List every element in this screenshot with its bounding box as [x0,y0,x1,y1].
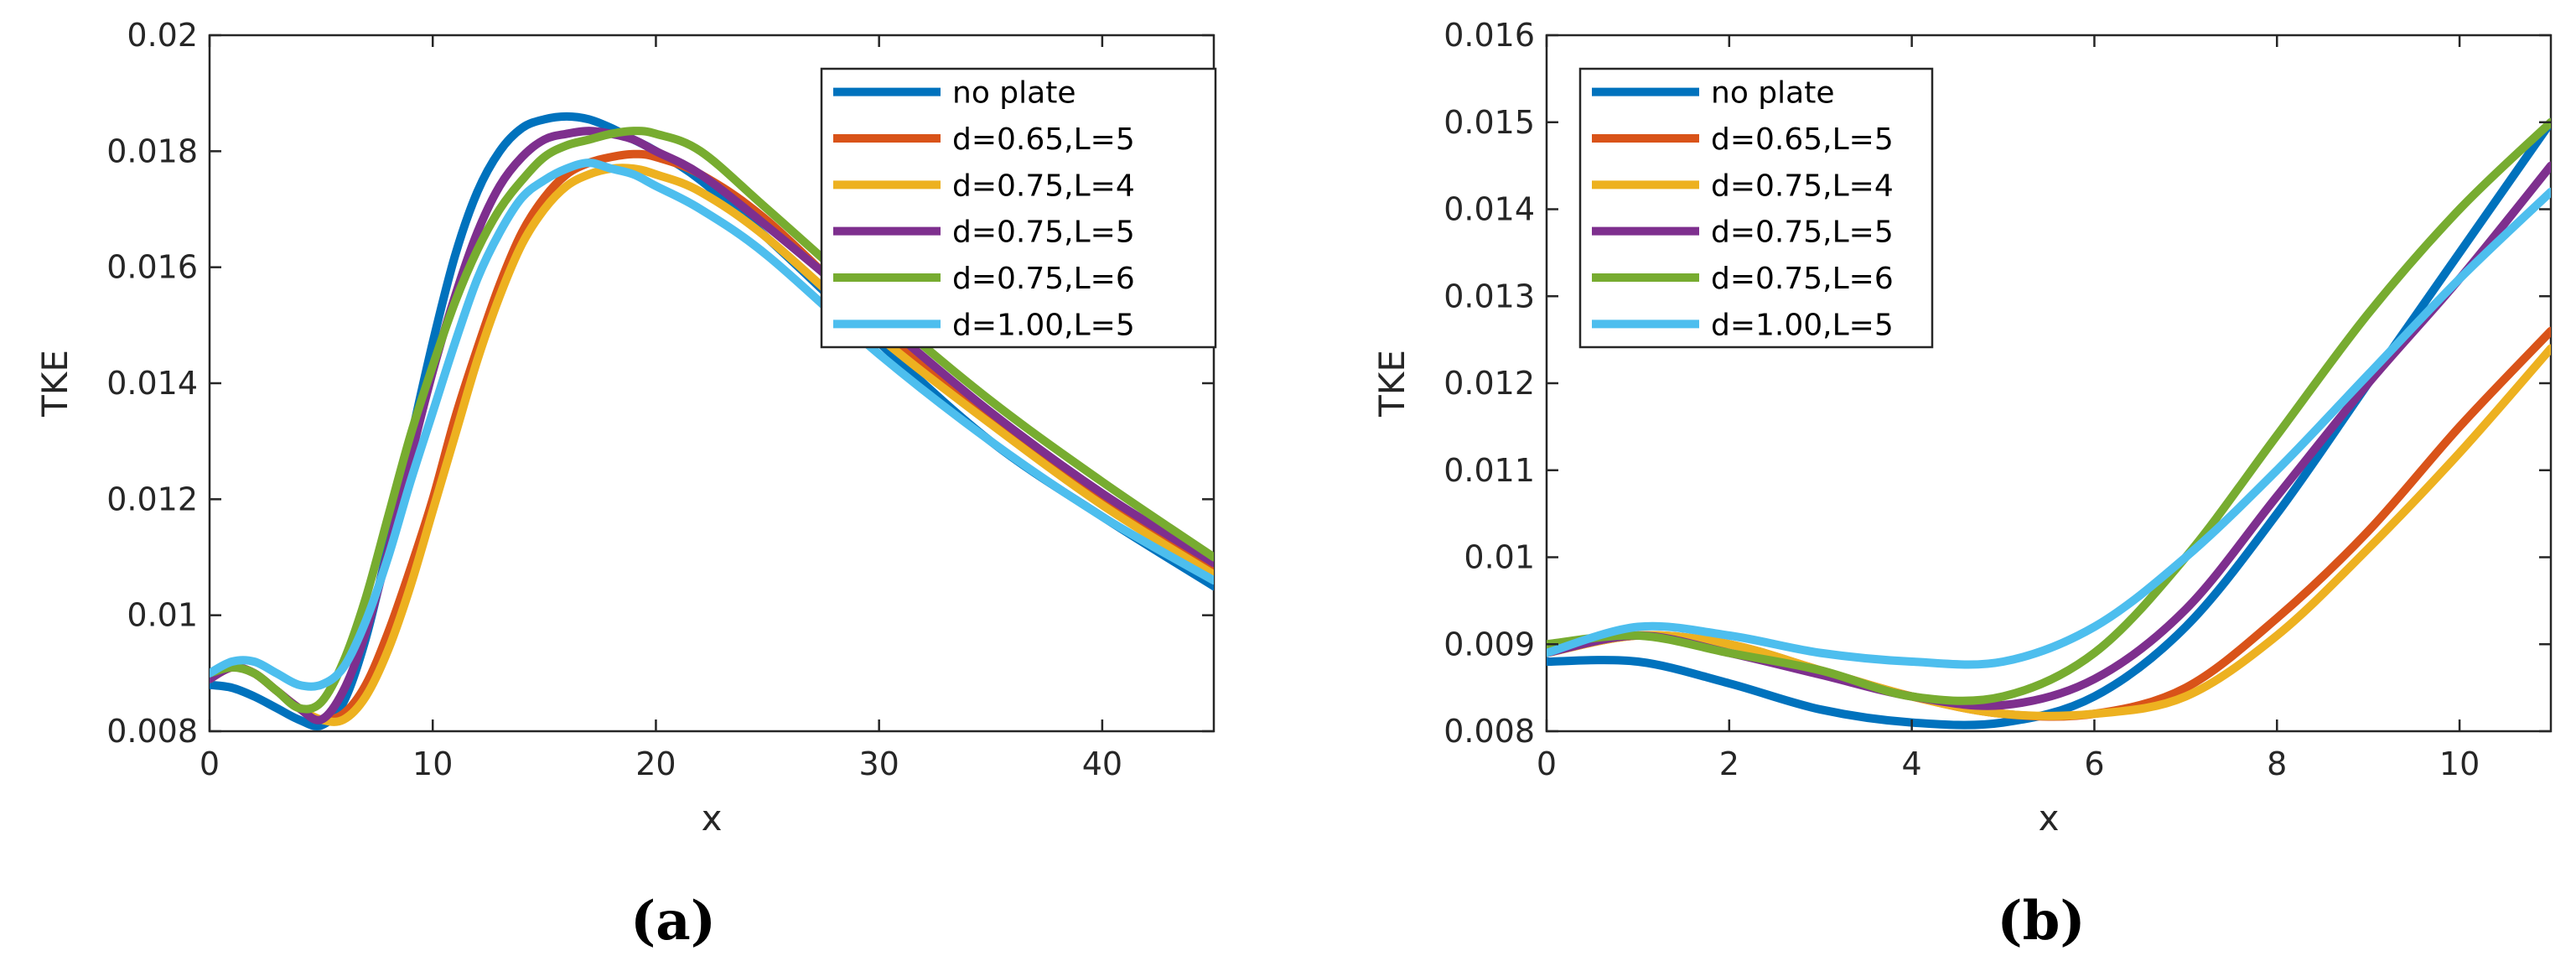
legend-box [1578,67,1934,349]
legend: no plate d=0.65,L=5 d=0.75,L=4 d=0.75,L=5 d=… [820,67,1217,349]
y-tick-label: 0.008 [1443,713,1535,750]
y-tick-label: 0.015 [1443,104,1535,141]
chart-panel-a: 0 10 20 30 40 0.008 0.01 0.012 0.014 0.016 0.018 0.… [34,17,1217,953]
x-tick-label: 0 [200,745,220,782]
legend-entry-label: d=0.65,L=5 [952,122,1135,157]
legend: no plate d=0.65,L=5 d=0.75,L=4 d=0.75,L=5 d=… [1578,67,1934,349]
x-tick-label: 8 [2267,745,2287,782]
legend-box [820,67,1217,349]
y-tick-label: 0.014 [1443,191,1535,228]
x-tick-label: 10 [412,745,453,782]
panel-caption: (b) [1997,890,2085,953]
legend-entry-label: d=0.75,L=6 [1711,262,1894,296]
x-tick-label: 0 [1537,745,1557,782]
y-tick-label: 0.011 [1443,452,1535,489]
legend-entry-label: d=0.75,L=4 [952,169,1135,203]
x-tick-label: 20 [635,745,676,782]
legend-entry-label: no plate [1711,76,1834,111]
y-tick-label: 0.008 [106,713,198,750]
x-axis-label: x [2039,797,2060,839]
legend-entry-label: d=0.75,L=5 [952,216,1135,250]
legend-entry-label: d=0.65,L=5 [1711,122,1894,157]
legend-entry-label: no plate [952,76,1075,111]
legend-entry-label: d=0.75,L=6 [952,262,1135,296]
y-tick-label: 0.018 [106,132,198,169]
series-line-1 [1547,326,2551,721]
x-tick-label: 40 [1082,745,1122,782]
chart-panel-b: 0 2 4 6 8 10 0.008 0.009 0.01 0.011 0.012 0.013 0.01… [1371,17,2553,953]
y-tick-label: 0.009 [1443,626,1535,662]
series-line-4 [1547,117,2551,705]
series-group [1547,117,2551,730]
y-tick-label: 0.013 [1443,278,1535,314]
y-tick-label: 0.012 [106,480,198,517]
legend-entry-label: d=0.75,L=4 [1711,169,1894,203]
legend-entry-label: d=0.75,L=5 [1711,216,1894,250]
series-line-5 [1547,187,2551,669]
y-tick-label: 0.02 [127,17,198,54]
y-axis-label: TKE [1371,350,1412,418]
series-line-2 [1547,344,2551,720]
x-tick-label: 10 [2439,745,2480,782]
x-axis-label: x [702,797,723,839]
x-tick-label: 6 [2084,745,2104,782]
x-tick-label: 30 [858,745,899,782]
y-tick-label: 0.012 [1443,365,1535,402]
x-tick-label: 4 [1902,745,1922,782]
y-axis-label: TKE [34,350,75,418]
x-tick-label: 2 [1719,745,1739,782]
legend-entry-label: d=1.00,L=5 [952,308,1135,342]
y-tick-label: 0.016 [106,249,198,286]
legend-entry-label: d=1.00,L=5 [1711,308,1894,342]
y-tick-label: 0.014 [106,365,198,402]
panel-caption: (a) [630,890,716,953]
y-tick-label: 0.01 [127,597,198,634]
y-tick-label: 0.01 [1464,539,1535,576]
y-tick-label: 0.016 [1443,17,1535,54]
